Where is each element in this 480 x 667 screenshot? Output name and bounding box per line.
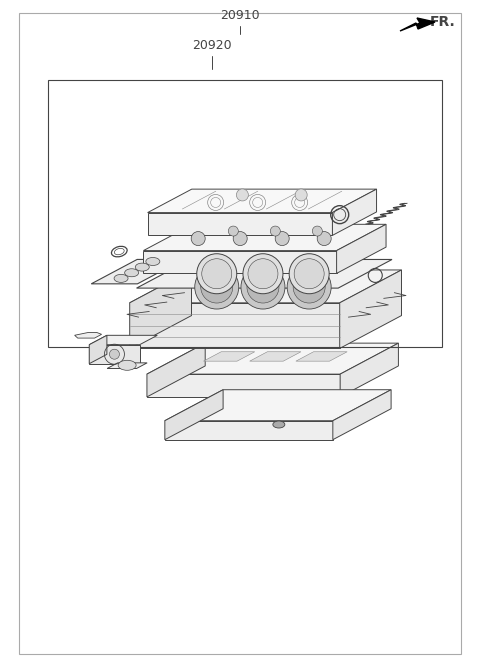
Text: 20910: 20910 [220, 9, 260, 22]
Circle shape [195, 265, 239, 309]
Polygon shape [204, 352, 255, 361]
Circle shape [248, 259, 278, 289]
Polygon shape [147, 343, 205, 397]
Ellipse shape [118, 360, 136, 370]
Polygon shape [333, 390, 391, 440]
Polygon shape [107, 363, 147, 368]
Bar [48, 80, 442, 347]
Circle shape [202, 259, 232, 289]
Circle shape [289, 253, 329, 293]
Circle shape [228, 226, 238, 236]
Polygon shape [148, 213, 332, 235]
Polygon shape [130, 303, 340, 348]
Circle shape [197, 253, 237, 293]
Polygon shape [165, 421, 333, 440]
Polygon shape [296, 352, 347, 361]
Circle shape [295, 189, 307, 201]
Polygon shape [130, 270, 401, 303]
Polygon shape [89, 345, 140, 364]
Polygon shape [165, 390, 391, 421]
Polygon shape [144, 224, 386, 251]
Circle shape [317, 231, 331, 245]
Circle shape [294, 259, 324, 289]
Polygon shape [136, 259, 392, 288]
Polygon shape [332, 189, 376, 235]
Polygon shape [340, 343, 398, 397]
Polygon shape [144, 251, 336, 273]
Polygon shape [91, 259, 183, 284]
Circle shape [270, 226, 280, 236]
Polygon shape [336, 224, 386, 273]
Polygon shape [89, 336, 107, 364]
Circle shape [287, 265, 331, 309]
Text: 20920: 20920 [192, 39, 232, 52]
Polygon shape [74, 332, 102, 338]
Circle shape [247, 271, 279, 303]
Circle shape [243, 253, 283, 293]
Polygon shape [147, 343, 398, 374]
Ellipse shape [135, 263, 149, 271]
Ellipse shape [273, 421, 285, 428]
Ellipse shape [146, 257, 160, 265]
Circle shape [293, 271, 325, 303]
Circle shape [233, 231, 247, 245]
Circle shape [312, 226, 322, 236]
Polygon shape [340, 270, 401, 348]
Ellipse shape [114, 274, 128, 282]
Ellipse shape [125, 269, 139, 277]
Polygon shape [165, 390, 223, 440]
Polygon shape [130, 270, 192, 348]
Polygon shape [400, 18, 435, 31]
Circle shape [241, 265, 285, 309]
Polygon shape [148, 189, 376, 213]
Polygon shape [89, 336, 157, 345]
Circle shape [236, 189, 248, 201]
Circle shape [275, 231, 289, 245]
Circle shape [201, 271, 233, 303]
Circle shape [191, 231, 205, 245]
Circle shape [109, 350, 120, 360]
Polygon shape [147, 374, 340, 397]
Polygon shape [250, 352, 301, 361]
Text: FR.: FR. [430, 15, 456, 29]
